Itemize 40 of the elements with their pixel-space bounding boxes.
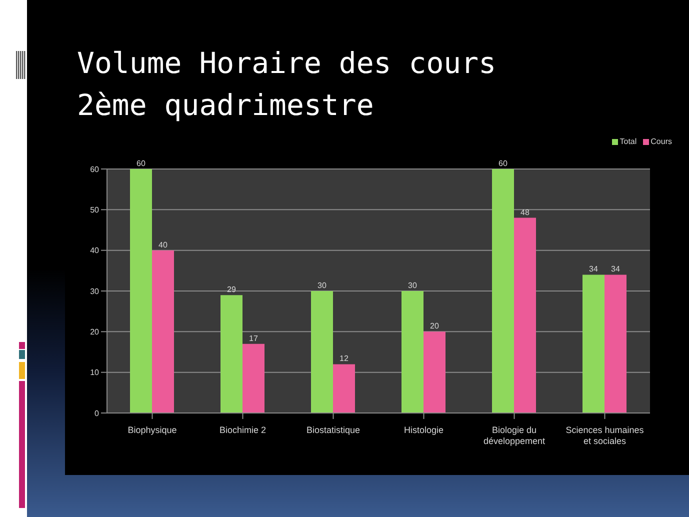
- bar: [492, 169, 514, 413]
- bar: [402, 291, 424, 413]
- y-tick-label: 30: [90, 286, 100, 296]
- data-label: 17: [249, 334, 258, 343]
- data-label: 40: [158, 240, 168, 250]
- bar: [311, 291, 333, 413]
- data-label: 12: [340, 354, 349, 364]
- y-tick-label: 10: [90, 368, 100, 378]
- data-label: 60: [498, 159, 508, 168]
- y-tick-label: 20: [90, 328, 100, 337]
- x-tick-label: Biostatistique: [306, 425, 360, 435]
- x-tick-label: Biologie du développement: [483, 425, 546, 446]
- data-label: 30: [318, 281, 327, 290]
- x-tick-label: Biophysique: [128, 425, 177, 435]
- bar: [333, 364, 355, 413]
- bar: [582, 274, 604, 413]
- bar: [130, 169, 152, 413]
- x-tick-label: Histologie: [404, 425, 444, 435]
- data-label: 20: [430, 322, 440, 331]
- bar: [152, 250, 174, 413]
- bar: [220, 295, 242, 413]
- y-tick-label: 50: [90, 206, 100, 215]
- bar: [242, 344, 264, 413]
- data-label: 30: [408, 281, 418, 290]
- data-label: 60: [136, 159, 146, 168]
- x-tick-label: Biochimie 2: [219, 425, 266, 435]
- data-label: 34: [611, 264, 620, 274]
- bar: [424, 332, 446, 413]
- y-tick-label: 40: [90, 246, 100, 256]
- data-label: 29: [227, 285, 236, 294]
- bar: [604, 274, 626, 413]
- y-tick-label: 60: [90, 164, 100, 174]
- bar: [514, 218, 536, 413]
- chart-title: Volume Horaire des cours 2ème quadrimestre: [77, 45, 498, 124]
- data-label: 48: [520, 208, 530, 217]
- legend-label: Total: [620, 137, 637, 146]
- data-label: 34: [589, 264, 598, 274]
- y-tick-label: 0: [94, 408, 100, 418]
- legend-label: Cours: [650, 137, 672, 146]
- x-tick-label: Sciences humaines et sociales: [566, 425, 644, 446]
